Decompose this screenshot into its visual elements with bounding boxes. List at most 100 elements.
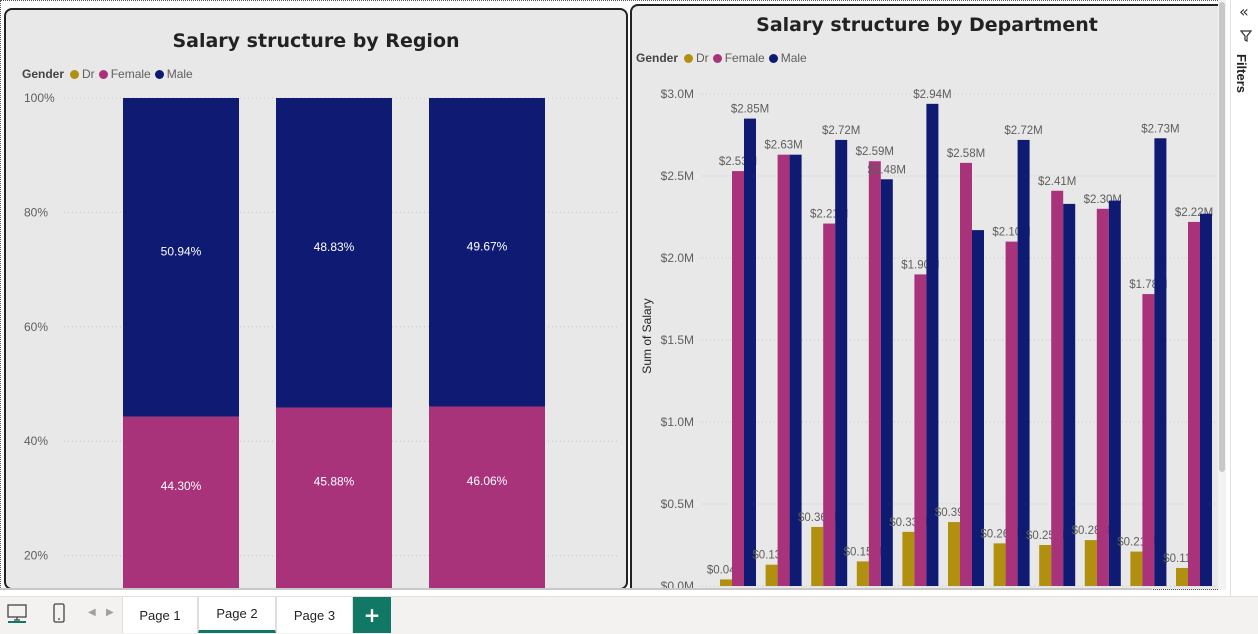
tab-page-2[interactable]: Page 2	[198, 597, 276, 633]
y-axis-tick-label: $1.0M	[661, 415, 694, 429]
bar-female	[123, 416, 239, 588]
bar-male	[926, 103, 939, 586]
bar-dr	[902, 531, 915, 586]
legend-item-female[interactable]: Female	[98, 67, 151, 81]
region-chart-title: Salary structure by Region	[172, 30, 460, 52]
legend-item-dr[interactable]: Dr	[70, 67, 95, 81]
data-label-male: 50.94%	[161, 244, 202, 258]
bar-dr	[1176, 567, 1188, 586]
bar-male	[123, 98, 239, 417]
data-label-female: $2.63M	[764, 140, 802, 152]
filters-label[interactable]: Filters	[1234, 54, 1249, 94]
y-axis-tick-label: $3.0M	[661, 87, 694, 101]
data-label-male: 49.67%	[467, 239, 508, 253]
bar-female	[1188, 221, 1200, 587]
legend-item-female[interactable]: Female	[712, 51, 765, 65]
legend-dot-female	[712, 53, 722, 63]
legend-label-male: Male	[166, 67, 193, 81]
bar-dr	[856, 561, 869, 586]
bar-dr	[993, 543, 1006, 586]
filters-pane[interactable]: « Filters	[1230, 0, 1258, 596]
bar-dr	[1039, 545, 1052, 586]
y-axis-tick-label: $0.5M	[661, 497, 694, 511]
legend-dot-male	[154, 69, 164, 79]
bar-male	[744, 118, 756, 586]
tab-page-1[interactable]: Page 1	[122, 597, 198, 633]
horizontal-scrollbar[interactable]	[0, 588, 1152, 590]
bar-female	[1142, 294, 1155, 586]
legend-label-female: Female	[724, 51, 765, 65]
region-chart-legend: Gender Dr Female Male	[22, 67, 197, 81]
department-chart-legend: Gender Dr Female Male	[636, 51, 811, 65]
legend-dot-dr	[684, 53, 694, 63]
department-chart-visual[interactable]: Salary structure by Department Gender Dr…	[630, 4, 1222, 590]
region-chart-plot: 100% 80% 60% 40% 20% 44.30% 50.94% 45.88% 48.83%…	[24, 91, 618, 588]
data-label-male: $2.72M	[1004, 125, 1042, 137]
legend-item-male[interactable]: Male	[768, 51, 807, 65]
bar-male	[1200, 213, 1212, 586]
desktop-view-icon[interactable]	[6, 603, 28, 623]
report-canvas: Salary structure by Region Gender Dr Fem…	[0, 0, 1228, 590]
bar-male	[1108, 200, 1121, 586]
legend-label-dr: Dr	[696, 51, 709, 65]
next-page-arrow-icon[interactable]: ▶	[106, 607, 114, 618]
data-label-female: $2.59M	[856, 146, 894, 158]
bar-male	[1017, 139, 1030, 587]
data-label-female: $2.58M	[947, 148, 985, 160]
data-label-male: $2.94M	[913, 89, 951, 101]
region-chart-visual[interactable]: Salary structure by Region Gender Dr Fem…	[4, 8, 628, 590]
bar-female	[914, 274, 927, 586]
bar-dr	[765, 564, 778, 586]
bar-dr	[948, 522, 960, 586]
expand-chevron-icon[interactable]: «	[1239, 2, 1249, 21]
bar-male	[1063, 203, 1076, 586]
data-label-male: 48.83%	[314, 240, 355, 254]
y-axis-tick-label: $2.5M	[661, 169, 694, 183]
y-axis-title: Sum of Salary	[640, 298, 654, 373]
bar-female	[868, 161, 881, 587]
bar-dr	[720, 579, 732, 586]
legend-dot-female	[98, 69, 108, 79]
data-label-female: $2.41M	[1038, 176, 1076, 188]
vertical-scrollbar-thumb[interactable]	[1219, 2, 1225, 472]
bar-female	[1051, 190, 1064, 586]
bar-male	[429, 98, 545, 407]
y-axis-tick-label: $2.0M	[661, 251, 694, 265]
legend-dot-male	[768, 53, 778, 63]
legend-item-male[interactable]: Male	[154, 67, 193, 81]
y-axis-tick-label: 80%	[24, 205, 48, 219]
tab-page-3[interactable]: Page 3	[276, 597, 353, 633]
bar-dr	[1130, 551, 1143, 586]
bar-female	[960, 162, 972, 586]
y-axis-tick-label: 40%	[24, 434, 48, 448]
bar-male	[880, 179, 893, 586]
y-axis-tick-label: 20%	[24, 549, 48, 563]
legend-item-dr[interactable]: Dr	[684, 51, 709, 65]
legend-title: Gender	[636, 51, 679, 65]
legend-dot-dr	[70, 69, 80, 79]
bar-female	[823, 223, 836, 586]
data-label-male: $2.73M	[1141, 123, 1179, 135]
bar-male	[835, 139, 848, 587]
data-label-male: $2.85M	[731, 104, 769, 116]
y-axis-tick-label: 100%	[24, 91, 55, 105]
previous-page-arrow-icon[interactable]: ◀	[88, 607, 96, 618]
bar-dr	[1084, 540, 1097, 586]
y-axis-tick-label: $0.0M	[661, 579, 694, 590]
bar-female	[429, 406, 545, 588]
add-page-button[interactable]: +	[353, 597, 391, 633]
filter-funnel-icon	[1240, 30, 1252, 42]
bar-male	[789, 154, 802, 586]
data-label-female: 45.88%	[314, 474, 355, 488]
bar-male	[972, 230, 984, 586]
mobile-view-icon[interactable]	[52, 603, 66, 625]
page-navigation-bar: ◀ ▶ Page 1 Page 2 Page 3 +	[0, 596, 1258, 634]
legend-label-male: Male	[780, 51, 807, 65]
department-chart-title: Salary structure by Department	[756, 14, 1098, 36]
bar-female	[732, 171, 744, 586]
bar-female	[777, 154, 790, 586]
bar-female	[1005, 241, 1018, 586]
bar-male	[1154, 138, 1167, 586]
data-label-female: 44.30%	[161, 479, 202, 493]
data-label-male: $2.72M	[822, 125, 860, 137]
